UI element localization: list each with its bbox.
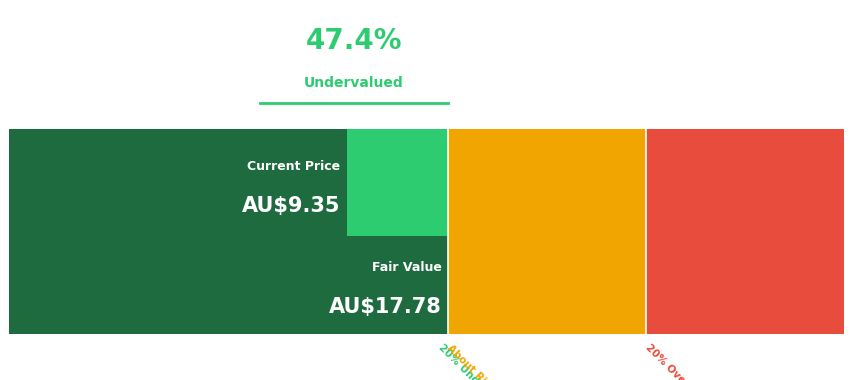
Bar: [9, 236, 447, 334]
Bar: [646, 129, 843, 236]
Text: 20% Overvalued: 20% Overvalued: [642, 343, 717, 380]
Bar: [447, 236, 646, 334]
Bar: [9, 129, 447, 236]
Text: AU$9.35: AU$9.35: [242, 196, 340, 216]
Text: 47.4%: 47.4%: [305, 27, 402, 55]
Text: Fair Value: Fair Value: [371, 261, 441, 274]
Text: 20% Undervalued: 20% Undervalued: [436, 343, 517, 380]
Text: About Right: About Right: [445, 343, 502, 380]
Bar: [9, 129, 347, 236]
Text: Current Price: Current Price: [247, 160, 340, 173]
Text: AU$17.78: AU$17.78: [328, 297, 441, 317]
Text: Undervalued: Undervalued: [304, 76, 403, 90]
Bar: [646, 236, 843, 334]
Bar: [447, 129, 646, 236]
Bar: [9, 236, 447, 334]
